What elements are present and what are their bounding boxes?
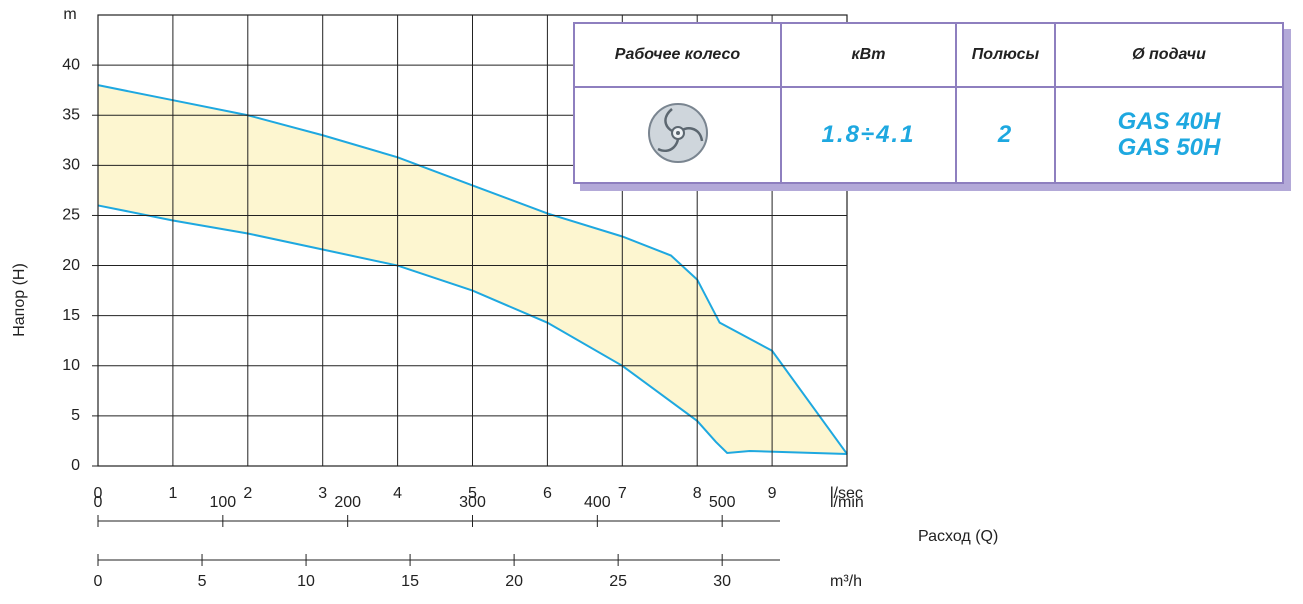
spec-table: Рабочее колесо кВт Полюсы Ø подачи 1.8÷4… (573, 22, 1284, 184)
impeller-icon (647, 102, 708, 163)
outlet: GAS 40H (1117, 108, 1221, 135)
x2-tick-label: 100 (209, 494, 236, 511)
y-axis-label: Напор (H) (11, 263, 28, 337)
x2-tick-label: 300 (459, 494, 486, 511)
x3-tick-label: 25 (609, 573, 627, 590)
plot-frame (97, 14, 848, 467)
x3-unit: m³/h (830, 573, 862, 590)
header-cell: Полюсы (955, 22, 1056, 88)
header-cell: Рабочее колесо (573, 22, 782, 88)
x-unit: l/sec (830, 485, 863, 502)
x2-tick-label: 500 (709, 494, 736, 511)
x3-tick-label: 10 (297, 573, 315, 590)
x3-tick-label: 0 (94, 573, 103, 590)
y-tick-label: 15 (62, 307, 80, 324)
x3-tick-label: 15 (401, 573, 419, 590)
x2-tick-label: 0 (94, 494, 103, 511)
outlet-cell: GAS 40H GAS 50H (1054, 86, 1284, 184)
y-tick-label: 30 (62, 157, 80, 174)
y-tick-label: 35 (62, 106, 80, 123)
y-unit: m (63, 6, 76, 23)
x-tick-label: 2 (243, 485, 252, 502)
x-tick-label: 6 (543, 485, 552, 502)
x-tick-label: 7 (618, 485, 627, 502)
power-cell: 1.8÷4.1 (780, 86, 957, 184)
y-tick-label: 5 (71, 407, 80, 424)
y-tick-label: 0 (71, 457, 80, 474)
x-tick-label: 4 (393, 485, 402, 502)
x-tick-label: 9 (768, 485, 777, 502)
x3-tick-label: 30 (713, 573, 731, 590)
x2-tick-label: 400 (584, 494, 611, 511)
x2-unit: l/min (830, 494, 864, 511)
poles-cell: 2 (955, 86, 1056, 184)
header-cell: кВт (780, 22, 957, 88)
y-tick-label: 20 (62, 257, 80, 274)
y-tick-label: 10 (62, 357, 80, 374)
x-tick-label: 8 (693, 485, 702, 502)
x3-tick-label: 20 (505, 573, 523, 590)
x-tick-label: 5 (468, 485, 477, 502)
impeller-cell (573, 86, 782, 184)
x-axis-label: Расход (Q) (918, 528, 998, 545)
y-tick-label: 40 (62, 56, 80, 73)
x3-tick-label: 5 (198, 573, 207, 590)
header-cell: Ø подачи (1054, 22, 1284, 88)
x-tick-label: 3 (318, 485, 327, 502)
x-tick-label: 1 (168, 485, 177, 502)
x-tick-label: 0 (94, 485, 103, 502)
y-tick-label: 25 (62, 207, 80, 224)
x2-tick-label: 200 (334, 494, 361, 511)
outlet: GAS 50H (1117, 134, 1221, 161)
